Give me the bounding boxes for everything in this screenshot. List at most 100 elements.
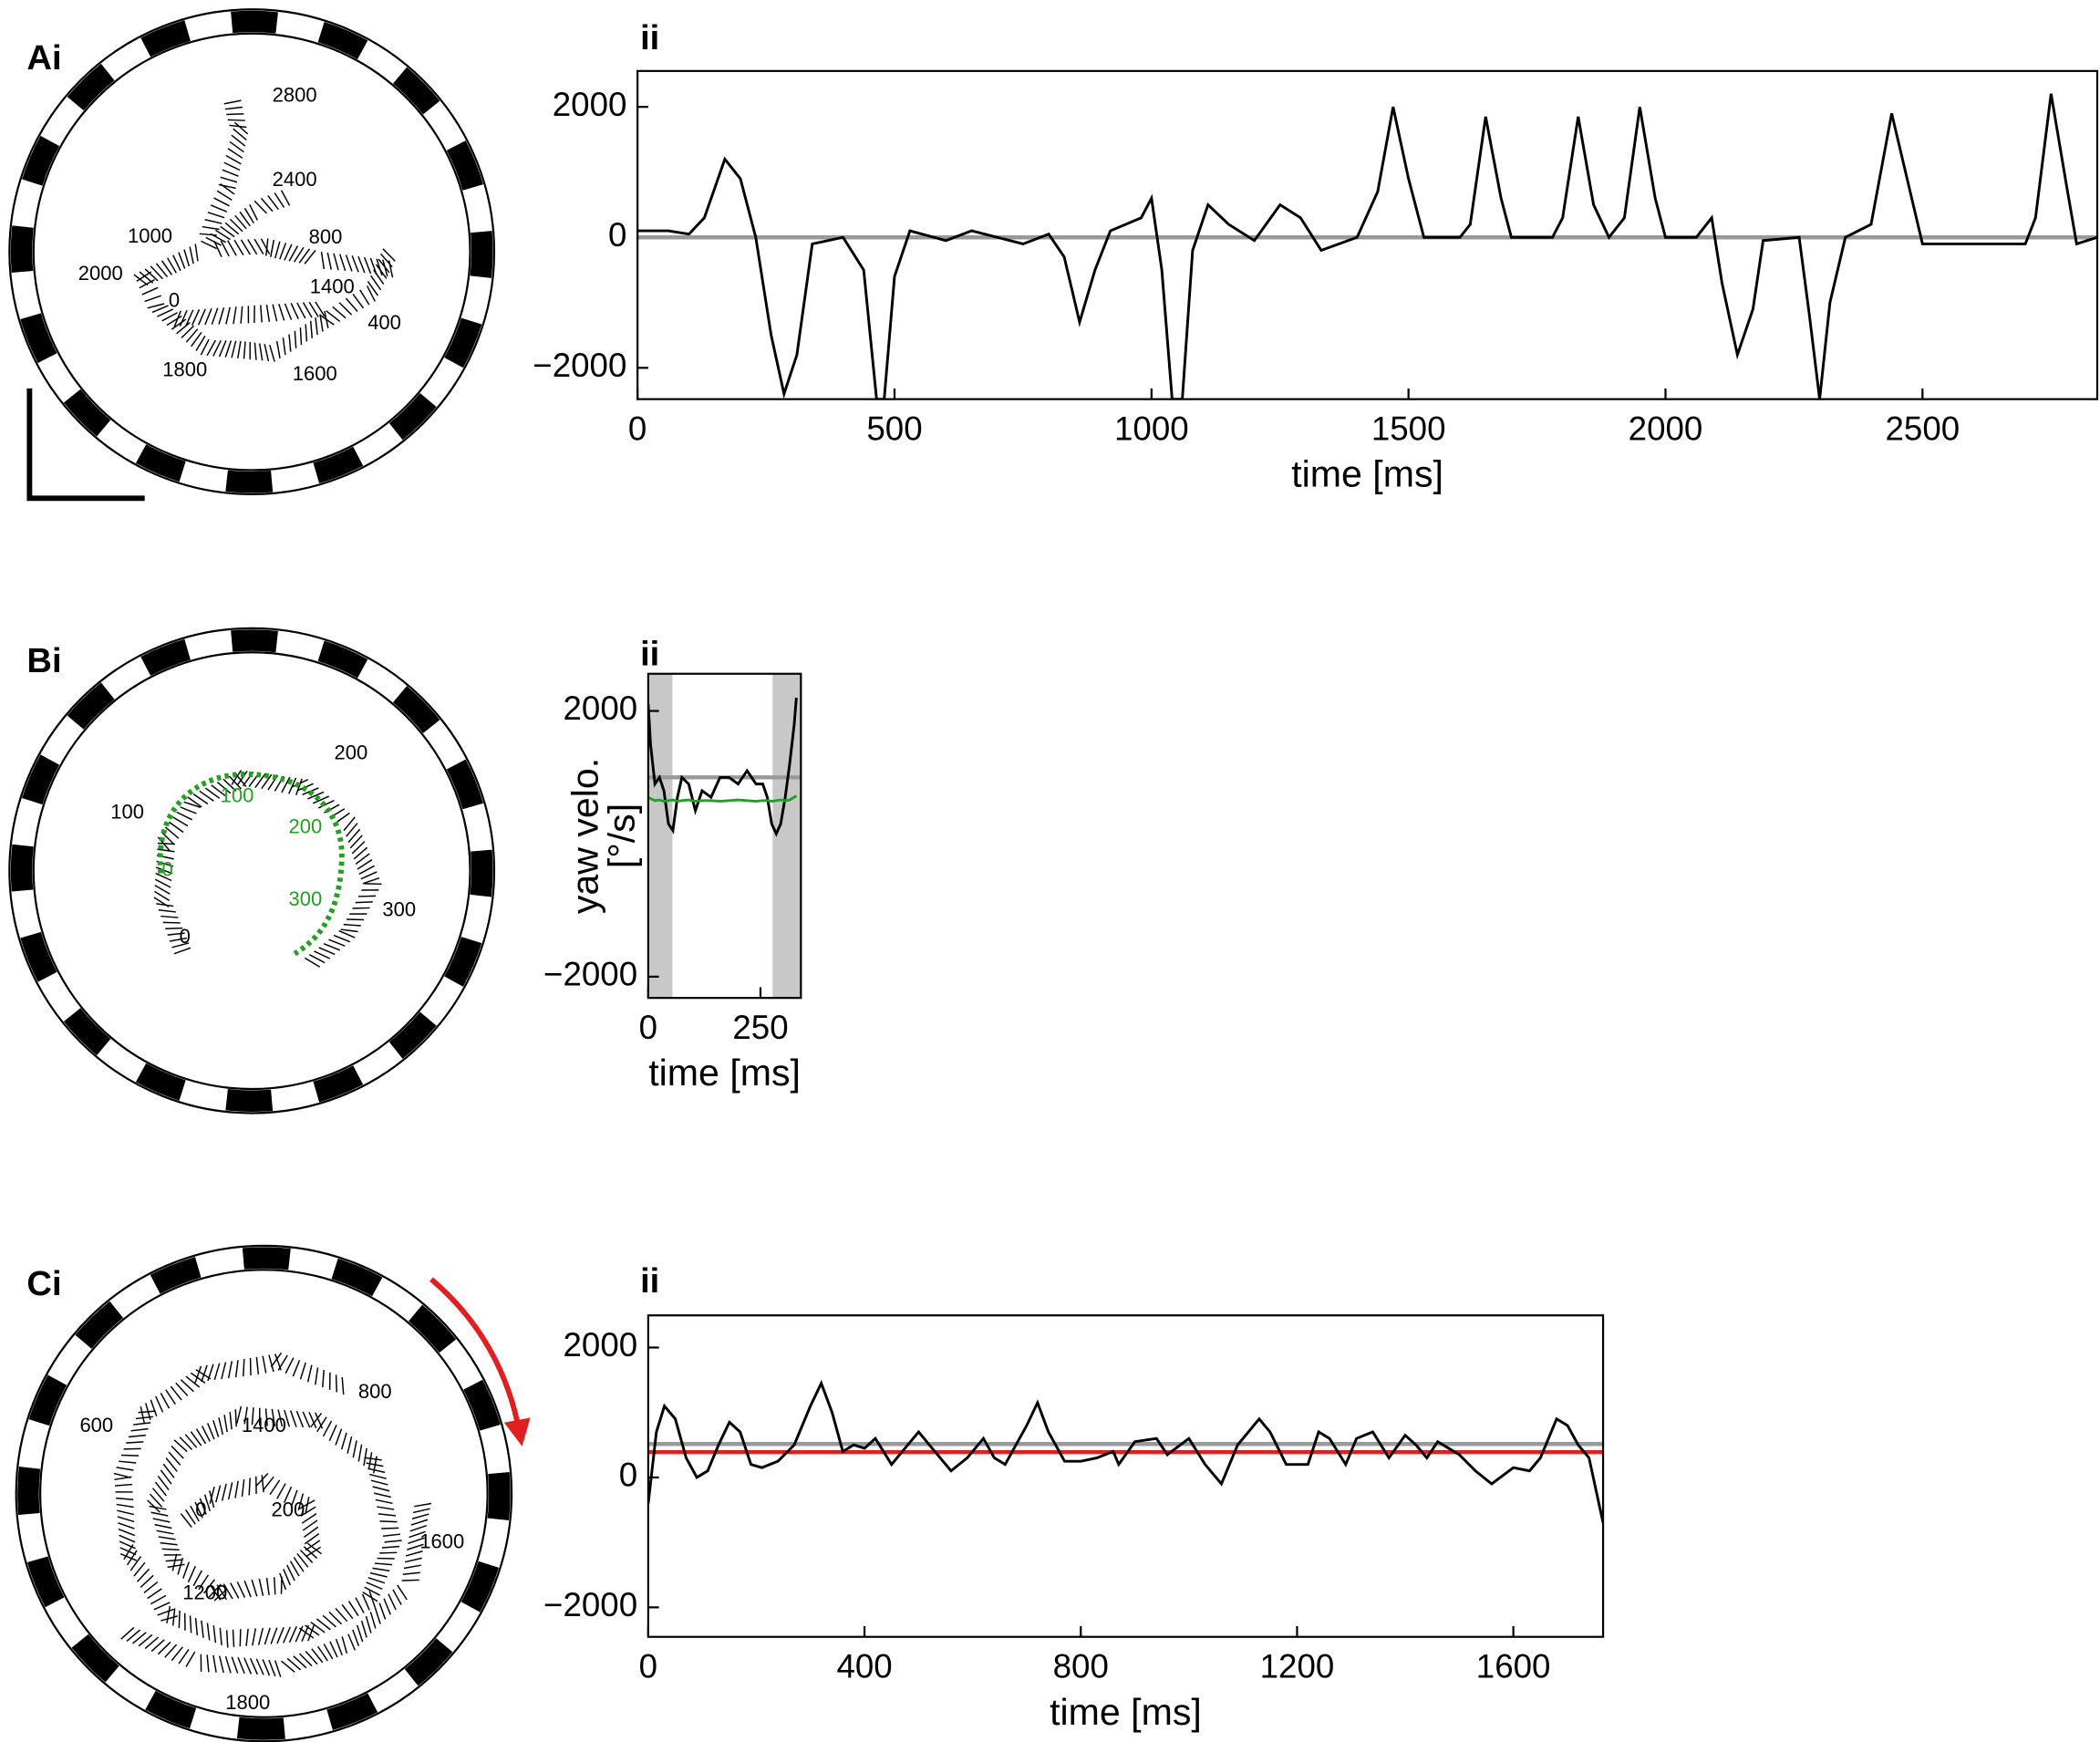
heading-tick	[160, 915, 179, 918]
heading-tick	[369, 1571, 388, 1578]
heading-tick	[382, 1533, 401, 1538]
heading-tick	[218, 1417, 224, 1436]
heading-tick	[176, 322, 191, 335]
heading-tick	[119, 1540, 136, 1550]
heading-tick	[374, 1492, 391, 1498]
heading-tick	[166, 1605, 171, 1623]
heading-tick	[225, 306, 231, 325]
y-axis-label: yaw velo.	[564, 758, 606, 914]
heading-tick	[355, 901, 373, 904]
heading-tick	[237, 1656, 245, 1675]
time-label: 1400	[310, 275, 355, 298]
heading-tick	[278, 304, 285, 321]
heading-tick	[302, 1519, 318, 1531]
heading-tick	[143, 1581, 159, 1594]
heading-tick	[158, 1536, 176, 1540]
heading-tick	[304, 957, 321, 968]
heading-tick	[239, 1629, 242, 1647]
heading-tick	[352, 294, 365, 309]
time-label: 1800	[225, 1691, 270, 1714]
heading-tick	[166, 315, 182, 327]
time-label: 200	[271, 1498, 305, 1520]
heading-tick	[380, 253, 393, 268]
heading-tick	[363, 256, 372, 275]
heading-tick	[260, 238, 271, 254]
heading-tick	[295, 1625, 304, 1643]
data-line	[637, 93, 2097, 399]
heading-tick	[176, 811, 193, 821]
heading-tick	[265, 304, 271, 323]
heading-tick	[381, 1545, 400, 1549]
heading-tick	[147, 303, 165, 309]
heading-tick	[224, 106, 243, 110]
heading-tick	[251, 1579, 258, 1597]
heading-tick	[172, 816, 189, 827]
x-axis-label: time [ms]	[1291, 453, 1443, 495]
heading-tick	[282, 337, 286, 356]
heading-tick	[251, 1407, 254, 1426]
heading-tick	[213, 1363, 221, 1381]
heading-tick	[322, 1614, 336, 1628]
heading-tick	[157, 1641, 171, 1655]
heading-tick	[162, 921, 181, 924]
heading-tick	[298, 1653, 313, 1667]
heading-tick	[144, 1636, 160, 1650]
heading-tick	[144, 268, 159, 282]
heading-tick	[409, 1530, 426, 1539]
heading-tick	[277, 1354, 288, 1371]
heading-tick	[150, 1511, 169, 1517]
time-label: 2800	[273, 84, 317, 107]
heading-tick	[150, 265, 163, 280]
heading-tick	[341, 1376, 345, 1395]
panel-label: Ai	[26, 38, 61, 78]
heading-tick	[367, 1577, 386, 1584]
heading-tick	[279, 243, 287, 260]
heading-tick	[150, 1594, 167, 1605]
heading-tick	[322, 1420, 333, 1437]
heading-tick	[267, 194, 279, 211]
heading-tick	[307, 1623, 316, 1642]
heading-tick	[373, 269, 385, 285]
heading-tick	[264, 344, 270, 362]
heading-tick	[227, 148, 243, 159]
heading-tick	[234, 1480, 239, 1498]
heading-tick	[227, 119, 245, 121]
time-label: 100	[221, 784, 254, 807]
heading-tick	[171, 1646, 183, 1662]
heading-tick	[305, 324, 308, 342]
rotation-arrow	[429, 1277, 531, 1446]
heading-tick	[357, 859, 373, 870]
heading-tick	[199, 1498, 207, 1515]
heading-tick	[130, 1427, 149, 1432]
heading-tick	[114, 1483, 133, 1487]
heading-tick	[284, 1357, 295, 1374]
heading-tick	[187, 1565, 196, 1582]
heading-tick	[274, 1660, 282, 1677]
x-tick-label: 0	[628, 410, 647, 448]
heading-tick	[274, 1577, 276, 1595]
heading-tick	[209, 1487, 215, 1504]
heading-tick	[258, 343, 264, 361]
heading-tick	[119, 1552, 138, 1561]
x-tick-label: 1000	[1114, 410, 1189, 448]
x-tick-label: 1600	[1476, 1648, 1551, 1685]
heading-tick	[204, 219, 222, 224]
heading-tick	[364, 1586, 380, 1596]
heading-tick	[240, 239, 252, 255]
heading-tick	[265, 1578, 270, 1596]
heading-tick	[144, 295, 161, 303]
x-tick-label: 250	[732, 1009, 788, 1046]
heading-tick	[359, 289, 370, 306]
heading-tick	[369, 1612, 377, 1629]
heading-tick	[315, 317, 318, 336]
heading-tick	[207, 1423, 215, 1440]
heading-tick	[366, 1462, 384, 1467]
heading-tick	[345, 297, 358, 312]
heading-tick	[204, 787, 221, 799]
time-label: 0	[195, 1498, 206, 1520]
heading-tick	[233, 128, 247, 141]
heading-tick	[370, 275, 382, 291]
heading-tick	[225, 154, 242, 165]
heading-tick	[328, 938, 346, 947]
heading-tick	[378, 1602, 387, 1620]
